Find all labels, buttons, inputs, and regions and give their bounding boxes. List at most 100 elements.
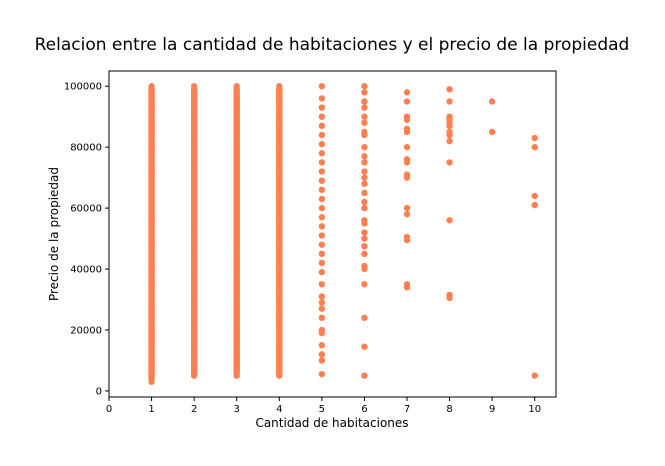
data-point	[318, 351, 326, 358]
data-point	[318, 241, 326, 248]
data-point	[361, 143, 368, 151]
data-point	[318, 342, 326, 349]
y-axis-label: Precio de la propiedad	[47, 167, 61, 301]
data-point	[318, 113, 326, 120]
data-point	[318, 370, 326, 378]
data-point	[488, 128, 496, 136]
data-point	[318, 177, 326, 184]
x-tick-label: 0	[106, 404, 112, 415]
data-point	[318, 314, 326, 321]
x-tick-label: 10	[528, 404, 541, 415]
data-point	[361, 104, 368, 111]
data-point	[531, 143, 538, 151]
data-point	[318, 293, 326, 300]
y-axis-ticks: 0 20000 40000 60000 80000 100000	[64, 82, 109, 397]
x-axis-label: Cantidad de habitaciones	[255, 416, 408, 430]
data-point	[318, 186, 326, 194]
data-point	[403, 125, 411, 133]
data-point	[446, 98, 453, 105]
x-tick-label: 8	[446, 404, 452, 415]
data-point	[318, 104, 326, 111]
x-tick-label: 7	[404, 404, 410, 415]
y-tick-label: 60000	[70, 204, 102, 215]
y-tick-label: 20000	[70, 325, 102, 336]
dense-point-column	[190, 86, 198, 376]
x-tick-label: 3	[234, 404, 240, 415]
data-point	[318, 83, 326, 90]
x-tick-label: 6	[361, 404, 367, 415]
data-point	[318, 214, 326, 221]
x-axis-ticks: 0 1 2 3 4 5 6 7 8 9 10	[106, 397, 541, 415]
data-point	[361, 314, 368, 321]
data-point	[361, 83, 368, 90]
data-point	[403, 281, 411, 288]
data-point	[361, 168, 368, 175]
data-point	[361, 113, 368, 120]
data-point	[318, 204, 326, 212]
data-point	[361, 180, 368, 187]
x-tick-label: 1	[148, 404, 154, 415]
data-point	[403, 211, 411, 218]
data-point	[361, 119, 368, 126]
data-point	[403, 113, 411, 120]
data-point	[446, 86, 453, 93]
dense-point-column	[233, 86, 240, 376]
plot-area	[108, 70, 557, 398]
y-tick-label: 0	[96, 386, 102, 397]
dense-point-column	[148, 86, 155, 382]
x-tick-label: 5	[319, 404, 325, 415]
data-point	[318, 259, 326, 267]
y-tick-label: 80000	[70, 143, 102, 154]
data-point	[318, 299, 326, 306]
dense-point-column	[276, 86, 283, 376]
data-point	[446, 217, 453, 224]
data-point	[318, 250, 326, 257]
data-point	[446, 128, 453, 136]
data-point	[361, 242, 368, 250]
data-point	[531, 192, 538, 200]
data-point	[318, 122, 326, 130]
x-tick-label: 9	[489, 404, 495, 415]
data-point	[361, 262, 368, 270]
data-point	[361, 174, 368, 181]
y-tick-label: 40000	[70, 265, 102, 276]
data-point	[318, 357, 326, 364]
data-point	[531, 134, 538, 142]
data-point	[446, 113, 453, 120]
data-point	[318, 150, 326, 157]
data-point	[361, 229, 368, 236]
data-point	[361, 372, 368, 379]
data-point	[361, 217, 368, 224]
data-point	[361, 343, 368, 350]
data-point	[318, 159, 326, 166]
data-point	[361, 159, 368, 166]
data-point	[403, 204, 411, 212]
data-point	[318, 305, 326, 312]
data-point	[361, 89, 368, 96]
data-point	[361, 189, 368, 197]
data-point	[318, 140, 326, 148]
data-point	[318, 326, 326, 334]
data-point	[403, 89, 411, 96]
plot-frame	[108, 70, 557, 398]
data-point	[361, 250, 368, 257]
data-point	[403, 156, 411, 163]
data-point	[318, 223, 326, 230]
data-points	[148, 83, 538, 385]
data-point	[403, 143, 411, 151]
data-point	[531, 201, 538, 209]
data-point	[318, 168, 326, 175]
data-point	[318, 281, 326, 288]
data-point	[318, 131, 326, 139]
y-tick-label: 100000	[64, 82, 102, 93]
data-point	[361, 281, 368, 288]
x-tick-label: 4	[276, 404, 282, 415]
data-point	[531, 372, 538, 379]
data-point	[403, 98, 411, 105]
data-point	[403, 233, 411, 241]
data-point	[403, 171, 411, 178]
data-point	[318, 195, 326, 203]
data-point	[318, 95, 326, 102]
data-point	[361, 98, 368, 105]
